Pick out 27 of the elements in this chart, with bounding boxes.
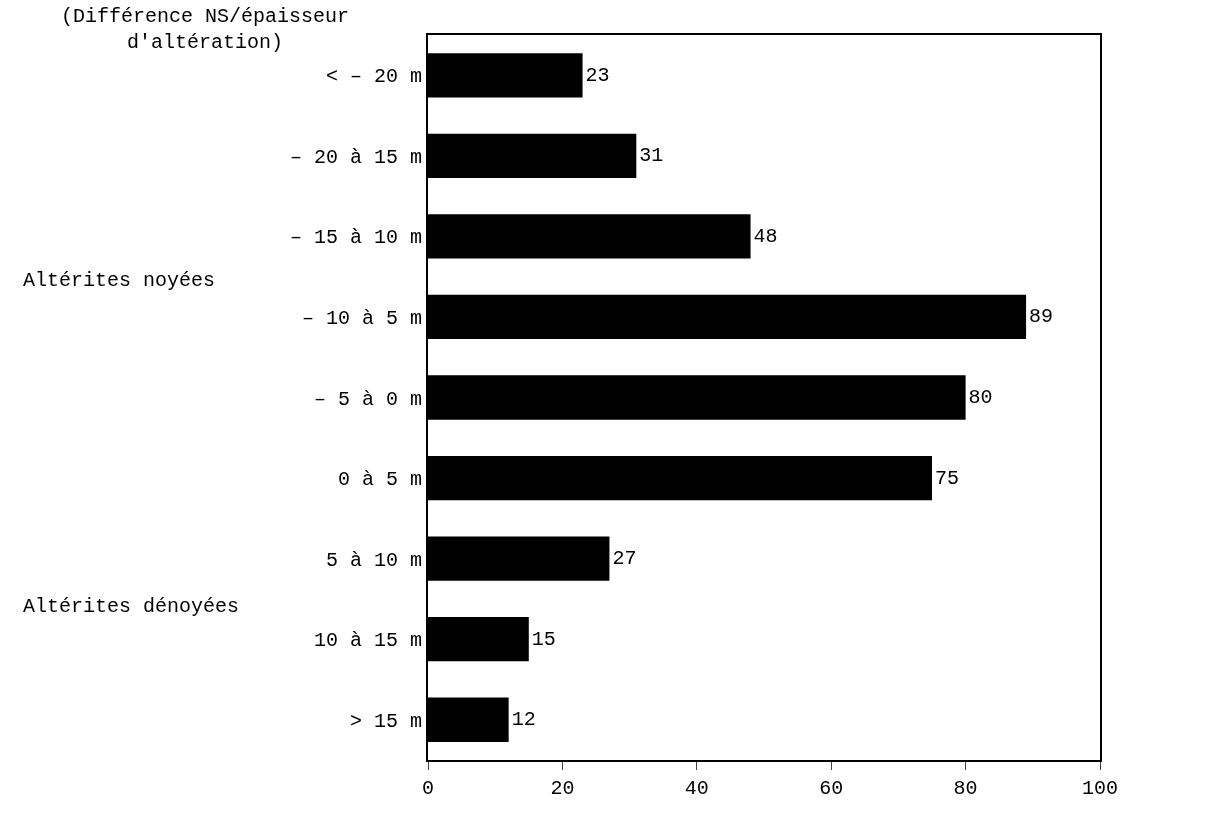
data-label: 15 — [531, 627, 556, 651]
x-tick-label: 80 — [953, 777, 978, 800]
x-tick-label: 0 — [421, 777, 435, 800]
x-tick-label: 100 — [1081, 777, 1119, 800]
data-label: 23 — [585, 63, 610, 87]
data-label: 80 — [968, 386, 993, 409]
y-tick-label: – 15 à 10 m — [289, 226, 422, 250]
y-tick-label: 0 à 5 m — [337, 468, 422, 492]
text: Altérites noyées — [23, 269, 216, 292]
data-label: 75 — [935, 466, 960, 490]
y-axis-title: (Différence NS/épaisseur d'altération) — [59, 4, 350, 56]
y-tick-label: – 5 à 0 m — [313, 387, 422, 411]
data-label: 89 — [1029, 305, 1054, 329]
data-label: 12 — [511, 708, 536, 732]
data-label: 48 — [753, 224, 778, 248]
data-label: 31 — [639, 144, 664, 168]
y-tick-label: – 10 à 5 m — [301, 306, 422, 330]
text: Altérites dénoyées — [23, 595, 240, 618]
y-tick-label: < – 20 m — [325, 65, 422, 89]
x-tick-label: 20 — [550, 777, 575, 800]
x-tick-label: 60 — [819, 777, 844, 800]
y-tick-label: > 15 m — [349, 709, 422, 733]
y-tick-label: – 20 à 15 m — [289, 145, 422, 169]
y-tick-label: 10 à 15 m — [313, 629, 422, 653]
data-label: 27 — [612, 547, 637, 571]
y-tick-label: 5 à 10 m — [325, 548, 422, 572]
x-tick-label: 40 — [684, 777, 709, 800]
